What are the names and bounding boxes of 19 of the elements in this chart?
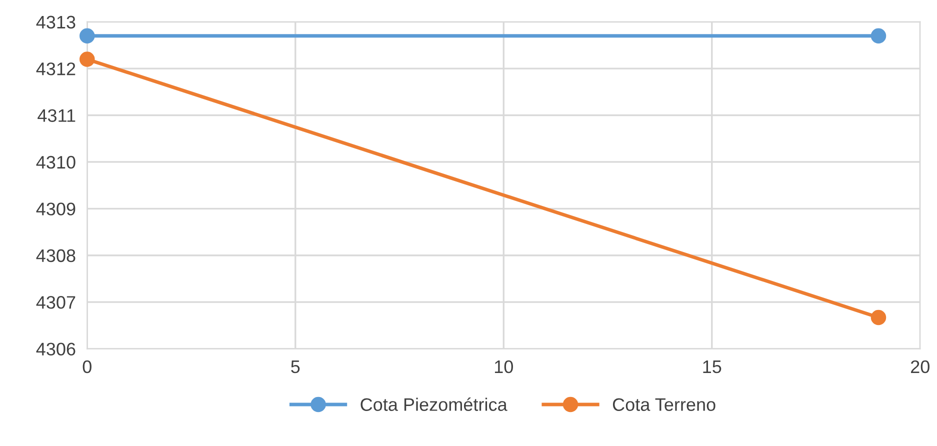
x-tick-label: 10 (494, 360, 513, 374)
point (80, 52, 95, 67)
y-tick-label: 4311 (38, 109, 76, 122)
legend-label: Cota Piezométrica (360, 398, 508, 411)
legend-label: Cota Terreno (612, 398, 716, 411)
x-tick-label: 15 (703, 360, 722, 374)
x-tick-label: 20 (911, 360, 930, 374)
y-tick-label: 4313 (36, 16, 76, 29)
point (870, 28, 886, 44)
y-tick-label: 4310 (36, 156, 76, 169)
point (870, 310, 886, 326)
x-tick-label: 5 (291, 360, 300, 374)
y-tick-label: 4308 (36, 249, 76, 262)
y-tick-label: 4312 (36, 62, 76, 76)
point (80, 28, 95, 44)
y-tick-label: 4307 (36, 296, 76, 309)
x-tick-label: 0 (82, 360, 92, 374)
y-tick-label: 4309 (36, 202, 76, 216)
y-tick-label: 4306 (36, 342, 76, 356)
